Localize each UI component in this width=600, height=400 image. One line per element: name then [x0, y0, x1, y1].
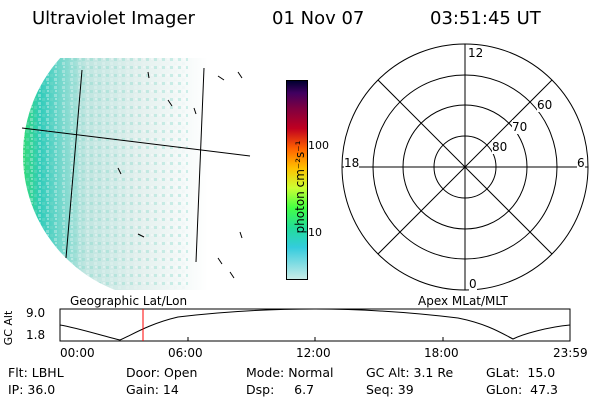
gc-alt-status: GC Alt: 3.1 Re	[366, 365, 454, 380]
glon-status: GLon: 47.3	[486, 382, 558, 397]
orbit-xtick-3: 18:00	[424, 346, 459, 360]
orbit-plot	[59, 308, 571, 342]
uv-image	[21, 58, 251, 290]
altitude-curve	[59, 308, 571, 341]
mlt-label-6: 6	[577, 156, 585, 170]
date-label: 01 Nov 07	[272, 8, 365, 29]
colorbar-tick-100: 100	[308, 139, 329, 152]
longitude-line	[65, 69, 83, 259]
mlt-label-18: 18	[344, 156, 360, 170]
time-label: 03:51:45 UT	[430, 8, 541, 29]
orbit-frame	[59, 308, 571, 342]
mlat-label-60: 60	[537, 98, 553, 112]
orbit-xtick-2: 12:00	[296, 346, 331, 360]
mlat-label-70: 70	[512, 120, 528, 134]
flt-status: Flt: LBHL	[8, 365, 64, 380]
orbit-right-title: Apex MLat/MLT	[418, 294, 508, 308]
orbit-xtick-4: 23:59	[553, 346, 588, 360]
gain-status: Gain: 14	[126, 382, 179, 397]
colorbar	[286, 80, 308, 280]
orbit-xtick-0: 00:00	[60, 346, 95, 360]
colorbar-tick-10: 10	[308, 226, 322, 239]
polar-plot	[341, 43, 589, 291]
instrument-title: Ultraviolet Imager	[32, 8, 195, 29]
mlat-label-80: 80	[492, 140, 508, 154]
mlt-label-12: 12	[468, 46, 484, 60]
speckle-noise	[23, 58, 188, 290]
noise-marks	[117, 71, 243, 279]
orbit-ticks	[59, 337, 571, 341]
door-status: Door: Open	[126, 365, 198, 380]
mlt-label-0: 0	[469, 277, 477, 291]
orbit-ytick-bottom: 1.8	[26, 328, 46, 342]
ip-status: IP: 36.0	[8, 382, 56, 397]
latitude-line	[21, 127, 251, 157]
longitude-line	[195, 67, 205, 263]
orbit-xtick-1: 06:00	[168, 346, 203, 360]
orbit-left-title: Geographic Lat/Lon	[70, 294, 188, 308]
colorbar-unit-label: photon cm⁻²s⁻¹	[293, 140, 307, 234]
polar-diagonal	[377, 79, 553, 255]
glat-status: GLat: 15.0	[486, 365, 556, 380]
mode-status: Mode: Normal	[246, 365, 334, 380]
dsp-status: Dsp: 6.7	[246, 382, 315, 397]
seq-status: Seq: 39	[366, 382, 414, 397]
orbit-y-label: GC Alt	[2, 310, 15, 346]
orbit-ytick-top: 9.0	[26, 306, 46, 320]
